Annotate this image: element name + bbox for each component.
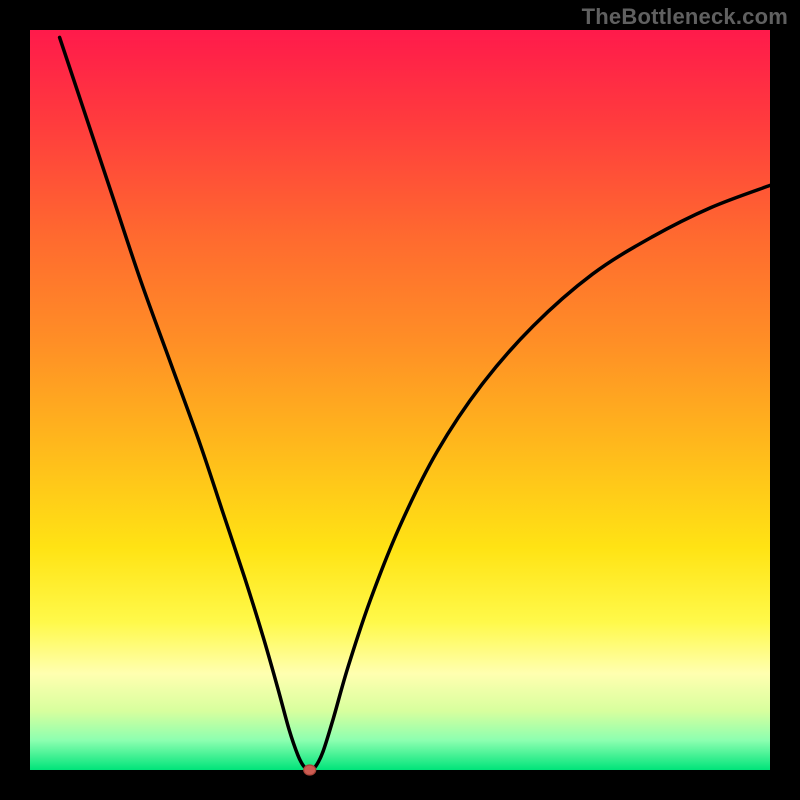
- chart-background: [30, 30, 770, 770]
- watermark-text: TheBottleneck.com: [582, 4, 788, 30]
- optimal-point-marker: [304, 765, 316, 775]
- bottleneck-chart: [0, 0, 800, 800]
